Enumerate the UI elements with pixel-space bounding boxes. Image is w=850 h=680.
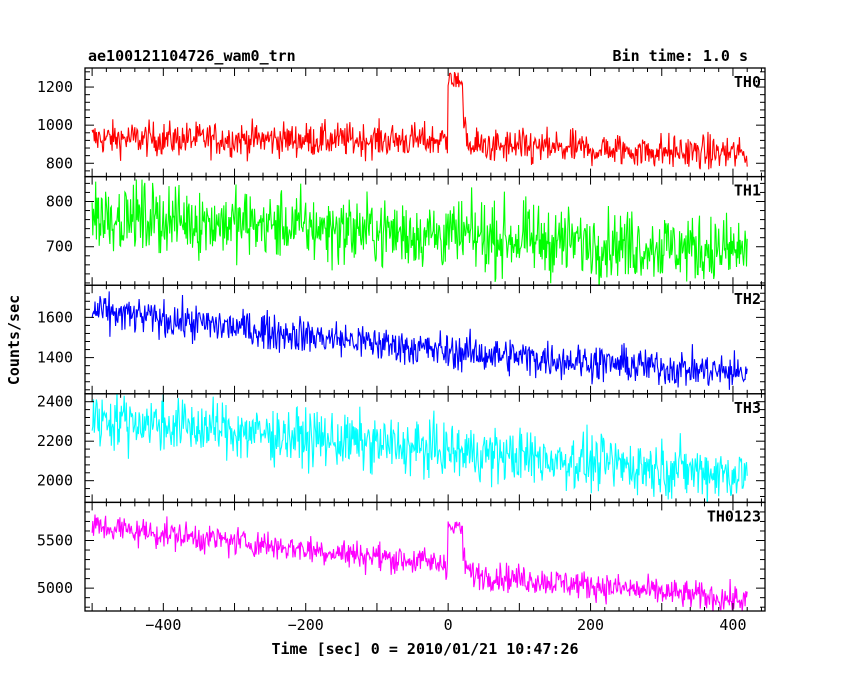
panel-label: TH1 — [734, 182, 761, 200]
series-th0 — [91, 72, 748, 170]
y-tick-label: 1000 — [37, 116, 73, 134]
panel-th0123: 5000 5500 TH0123 — [37, 501, 766, 612]
y-tick-label: 1400 — [37, 349, 73, 367]
panel-frame — [84, 393, 766, 504]
panel-th1: 700 800 TH1 — [46, 175, 766, 286]
x-axis: −400 −200 0 200 400 — [145, 616, 746, 634]
y-tick-label: 2000 — [37, 472, 73, 490]
y-tick-label: 2400 — [37, 393, 73, 411]
series-th3 — [91, 393, 748, 503]
series-th0123 — [91, 514, 748, 611]
x-axis-label: Time [sec] 0 = 2010/01/21 10:47:26 — [271, 640, 578, 658]
y-tick-label: 700 — [46, 238, 73, 256]
x-tick-label: 0 — [444, 616, 453, 634]
panel-th2: 1400 1600 TH2 — [37, 284, 766, 395]
y-tick-label: 1600 — [37, 308, 73, 326]
panel-label: TH2 — [734, 290, 761, 308]
y-tick-label: 800 — [46, 192, 73, 210]
y-tick-label: 2200 — [37, 432, 73, 450]
y-tick-label: 800 — [46, 154, 73, 172]
bin-time-label: Bin time: 1.0 s — [613, 47, 748, 65]
x-tick-label: −400 — [145, 616, 181, 634]
chart-title: ae100121104726_wam0_trn — [88, 47, 296, 65]
panel-th3: 2000 2200 2400 TH3 — [37, 393, 766, 504]
x-tick-label: 200 — [577, 616, 604, 634]
series-th1 — [91, 179, 748, 286]
series-th2 — [91, 291, 748, 390]
panel-label: TH0 — [734, 73, 761, 91]
y-axis-label: Counts/sec — [5, 295, 23, 385]
x-tick-label: −200 — [288, 616, 324, 634]
x-tick-label: 400 — [719, 616, 746, 634]
panel-frame — [84, 501, 766, 612]
y-tick-label: 1200 — [37, 78, 73, 96]
y-tick-label: 5000 — [37, 579, 73, 597]
panel-label: TH3 — [734, 399, 761, 417]
y-tick-label: 5500 — [37, 532, 73, 550]
panel-label: TH0123 — [707, 507, 761, 525]
panels: 800 1000 1200 TH0 700 800 TH1 1400 1600 TH2 2000 22… — [37, 67, 766, 612]
panel-th0: 800 1000 1200 TH0 — [37, 67, 766, 178]
